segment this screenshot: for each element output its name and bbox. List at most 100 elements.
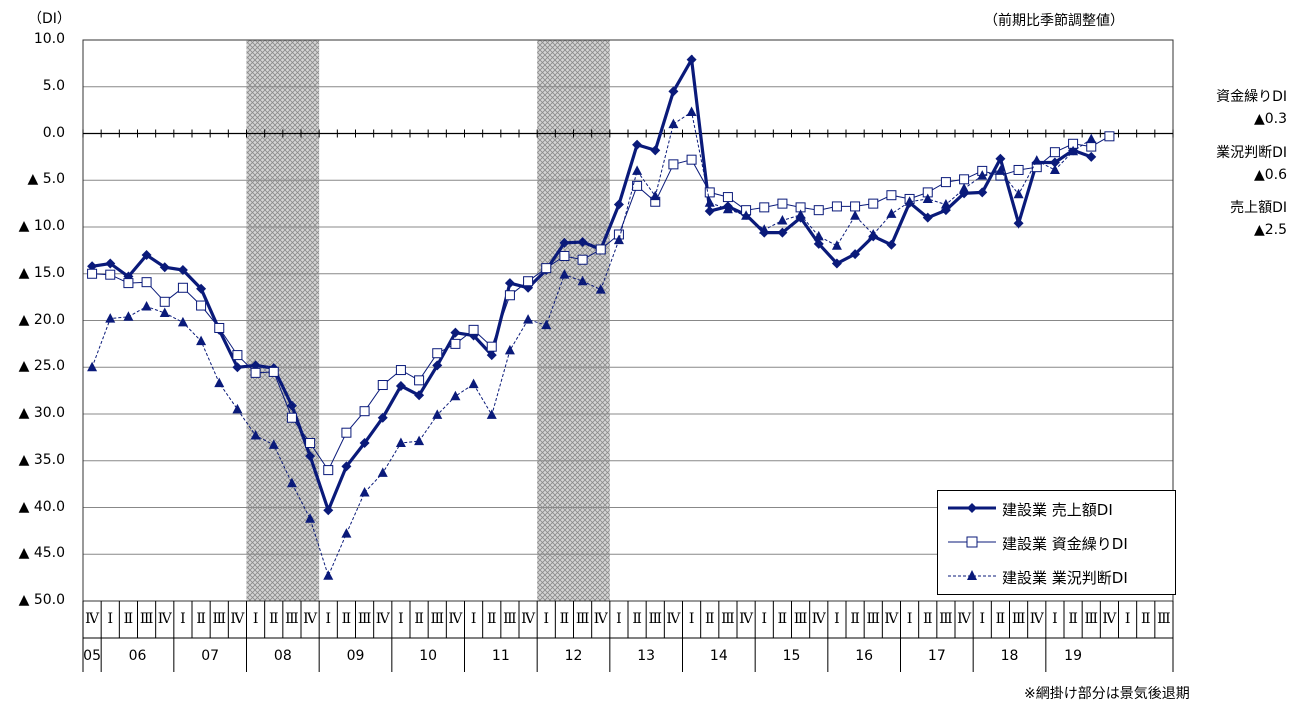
legend-label-sales: 建設業 売上額DI bbox=[1002, 501, 1113, 519]
data-point-sales bbox=[850, 249, 861, 260]
data-point-sales bbox=[323, 505, 334, 516]
x-tick-quarter: Ⅲ bbox=[503, 611, 517, 627]
x-tick-year: 10 bbox=[419, 648, 438, 664]
data-point-funds bbox=[559, 250, 570, 261]
x-tick-quarter: Ⅲ bbox=[939, 611, 953, 627]
x-tick-quarter: Ⅱ bbox=[123, 611, 134, 627]
x-tick-quarter: Ⅳ bbox=[521, 611, 536, 627]
data-point-sales bbox=[450, 327, 461, 338]
data-point-business bbox=[87, 361, 98, 372]
data-point-funds bbox=[504, 290, 515, 301]
x-tick-quarter: Ⅰ bbox=[252, 611, 259, 627]
x-tick-quarter: Ⅰ bbox=[398, 611, 404, 627]
data-point-business bbox=[1049, 164, 1060, 174]
latest-label-value: ▲2.5 bbox=[1253, 222, 1287, 238]
data-point-business bbox=[595, 284, 606, 294]
data-point-funds bbox=[813, 205, 824, 216]
data-point-sales bbox=[341, 461, 352, 472]
x-tick-quarter: Ⅳ bbox=[593, 611, 608, 627]
data-point-business bbox=[995, 165, 1006, 175]
x-tick-year: 08 bbox=[273, 648, 292, 664]
data-point-funds bbox=[759, 202, 770, 213]
data-point-business bbox=[795, 209, 806, 219]
x-tick-quarter: Ⅳ bbox=[739, 611, 754, 627]
data-point-funds bbox=[632, 180, 643, 191]
data-point-business bbox=[886, 208, 897, 218]
x-tick-quarter: Ⅲ bbox=[1011, 611, 1026, 627]
x-tick-quarter: Ⅱ bbox=[559, 611, 570, 627]
x-tick-quarter: Ⅰ bbox=[180, 611, 186, 627]
x-tick-quarter: Ⅳ bbox=[666, 611, 681, 627]
data-point-sales bbox=[177, 265, 188, 276]
data-point-funds bbox=[232, 350, 243, 361]
x-tick-year: 07 bbox=[201, 648, 220, 664]
x-tick-quarter: Ⅲ bbox=[648, 611, 662, 627]
data-point-business bbox=[286, 477, 297, 488]
data-point-business bbox=[141, 300, 152, 311]
data-point-funds bbox=[450, 338, 461, 349]
data-point-business bbox=[959, 183, 970, 193]
data-point-funds bbox=[831, 201, 842, 212]
x-tick-quarter: Ⅰ bbox=[543, 611, 549, 627]
x-tick-quarter: Ⅲ bbox=[575, 611, 590, 627]
x-tick-quarter: Ⅳ bbox=[85, 611, 100, 627]
y-tick-label: ▲ 30.0 bbox=[18, 405, 65, 421]
data-point-business bbox=[414, 435, 425, 446]
y-tick-label: ▲ 50.0 bbox=[18, 592, 65, 608]
data-point-sales bbox=[286, 400, 297, 411]
x-tick-quarter: Ⅰ bbox=[325, 611, 331, 627]
data-point-business bbox=[777, 214, 788, 225]
x-tick-quarter: Ⅱ bbox=[777, 611, 788, 627]
x-tick-year: 05 bbox=[83, 648, 101, 664]
x-tick-quarter: Ⅰ bbox=[979, 611, 985, 627]
data-point-sales bbox=[486, 350, 497, 361]
y-tick-label: ▲ 20.0 bbox=[18, 311, 65, 328]
data-point-funds bbox=[377, 380, 388, 391]
data-point-funds bbox=[395, 365, 406, 376]
y-tick-label: 10.0 bbox=[33, 31, 65, 47]
y-tick-label: 0.0 bbox=[42, 124, 65, 141]
data-point-sales bbox=[232, 362, 243, 373]
y-tick-label: ▲ 5.0 bbox=[27, 171, 65, 188]
data-point-business bbox=[177, 316, 188, 327]
data-point-business bbox=[868, 228, 879, 239]
data-point-sales bbox=[414, 390, 425, 401]
x-tick-year: 16 bbox=[855, 648, 874, 664]
data-point-funds bbox=[486, 341, 497, 352]
data-point-business bbox=[1086, 133, 1097, 144]
data-point-funds bbox=[341, 427, 352, 438]
data-point-business bbox=[650, 190, 661, 201]
x-tick-quarter: Ⅰ bbox=[1052, 611, 1058, 627]
x-tick-quarter: Ⅲ bbox=[139, 611, 154, 627]
data-point-business bbox=[196, 335, 207, 346]
data-point-sales bbox=[105, 258, 116, 269]
y-tick-label: ▲ 25.0 bbox=[18, 358, 65, 375]
x-tick-year: 15 bbox=[782, 648, 801, 664]
data-point-sales bbox=[977, 187, 988, 198]
data-point-funds bbox=[468, 324, 479, 335]
latest-label-value: ▲0.6 bbox=[1253, 167, 1287, 183]
x-tick-quarter: Ⅰ bbox=[107, 611, 113, 627]
x-tick-year: 19 bbox=[1064, 648, 1082, 664]
data-point-business bbox=[722, 203, 733, 214]
x-tick-quarter: Ⅰ bbox=[616, 611, 622, 627]
data-point-business bbox=[977, 170, 988, 180]
data-point-business bbox=[668, 118, 679, 129]
x-tick-quarter: Ⅳ bbox=[448, 611, 463, 627]
data-point-sales bbox=[1086, 151, 1097, 162]
data-point-sales bbox=[831, 258, 842, 269]
data-point-business bbox=[813, 230, 824, 241]
x-tick-year: 06 bbox=[128, 648, 147, 664]
data-point-business bbox=[559, 269, 570, 279]
x-tick-quarter: Ⅰ bbox=[761, 611, 767, 627]
data-point-funds bbox=[123, 278, 134, 289]
data-point-business bbox=[359, 487, 370, 497]
x-tick-quarter: Ⅰ bbox=[688, 611, 695, 627]
data-point-business bbox=[940, 199, 951, 209]
chart-note: （前期比季節調整値） bbox=[984, 13, 1124, 29]
x-tick-quarter: Ⅱ bbox=[1068, 611, 1078, 627]
x-tick-year: 12 bbox=[564, 648, 583, 664]
x-tick-quarter: Ⅰ bbox=[906, 611, 913, 627]
x-tick-quarter: Ⅱ bbox=[341, 611, 352, 627]
data-point-funds bbox=[1104, 131, 1115, 142]
